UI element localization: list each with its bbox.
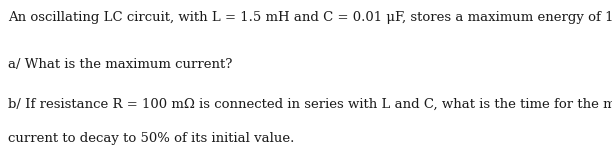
Text: current to decay to 50% of its initial value.: current to decay to 50% of its initial v…	[8, 132, 294, 145]
Text: An oscillating LC circuit, with L = 1.5 mH and C = 0.01 μF, stores a maximum ene: An oscillating LC circuit, with L = 1.5 …	[8, 11, 612, 24]
Text: a/ What is the maximum current?: a/ What is the maximum current?	[8, 58, 233, 71]
Text: b/ If resistance R = 100 mΩ is connected in series with L and C, what is the tim: b/ If resistance R = 100 mΩ is connected…	[8, 98, 612, 111]
